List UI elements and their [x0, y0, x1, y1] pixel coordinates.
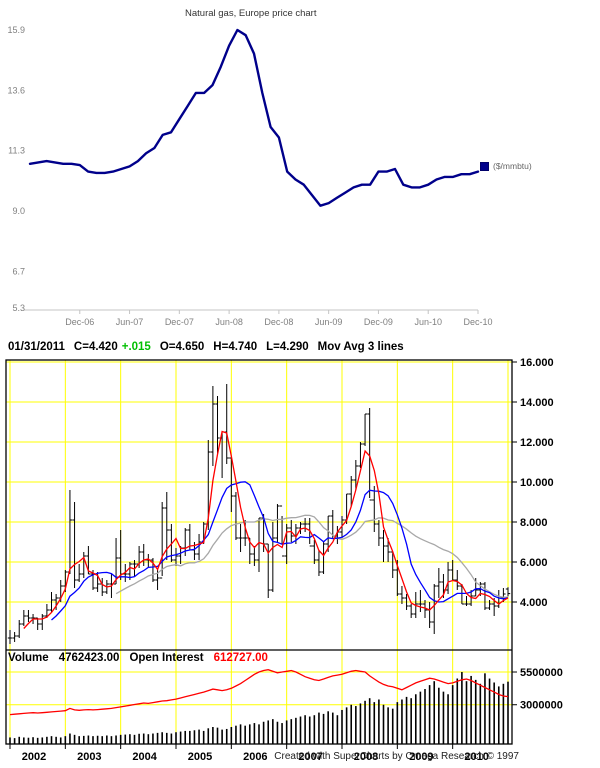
svg-text:Dec-10: Dec-10 [463, 317, 492, 327]
svg-text:Dec-07: Dec-07 [165, 317, 194, 327]
svg-text:6.000: 6.000 [520, 557, 548, 569]
open-interest-label: Open Interest [129, 652, 204, 664]
quote-close: C=4.420 [73, 341, 118, 353]
svg-text:2008: 2008 [354, 751, 378, 763]
svg-text:2007: 2007 [298, 751, 322, 763]
volume-header: Volume 4762423.00 Open Interest 612727.00 [8, 652, 278, 664]
top-chart-title: Natural gas, Europe price chart [185, 8, 317, 19]
quote-high: H=4.740 [213, 341, 258, 353]
svg-text:12.000: 12.000 [520, 437, 554, 449]
svg-text:Dec-06: Dec-06 [65, 317, 94, 327]
quote-open: O=4.650 [159, 341, 205, 353]
svg-text:2003: 2003 [77, 751, 101, 763]
svg-text:9.0: 9.0 [12, 206, 25, 216]
svg-text:13.6: 13.6 [7, 85, 25, 95]
svg-text:2010: 2010 [464, 751, 488, 763]
svg-text:5.3: 5.3 [12, 303, 25, 313]
svg-text:Jun-10: Jun-10 [414, 317, 442, 327]
svg-text:16.000: 16.000 [520, 357, 554, 369]
futures-ohlc-plot: 16.000 14.000 12.000 10.000 8.000 6.000 4.000 5… [5, 357, 563, 763]
volume-label: Volume [8, 652, 49, 664]
footer-credit: Created with SuperCharts by Omega Resear… [274, 751, 519, 762]
svg-text:2006: 2006 [243, 751, 267, 763]
svg-text:Jun-08: Jun-08 [215, 317, 243, 327]
svg-text:4.000: 4.000 [520, 597, 548, 609]
svg-text:2004: 2004 [132, 751, 157, 763]
svg-text:Jun-07: Jun-07 [116, 317, 144, 327]
volume-value: 4762423.00 [58, 652, 120, 664]
open-interest-value: 612727.00 [213, 652, 268, 664]
svg-text:2009: 2009 [409, 751, 433, 763]
study-label: Mov Avg 3 lines [317, 341, 404, 353]
svg-text:5500000: 5500000 [520, 667, 563, 679]
svg-text:Jun-09: Jun-09 [315, 317, 343, 327]
europe-gas-line-plot: 15.9 13.6 11.3 9.0 6.7 5.3 Dec-06 Jun-07 Dec-07 J… [7, 25, 492, 327]
svg-text:11.3: 11.3 [8, 146, 25, 156]
top-chart-legend: ($/mmbtu) [480, 161, 532, 171]
svg-text:8.000: 8.000 [520, 517, 548, 529]
quote-low: L=4.290 [266, 341, 309, 353]
svg-text:10.000: 10.000 [520, 477, 554, 489]
quote-header: 01/31/2011 C=4.420 +.015 O=4.650 H=4.740 L=4.… [8, 341, 413, 353]
svg-text:15.9: 15.9 [7, 25, 25, 35]
legend-swatch-icon [480, 161, 489, 171]
svg-text:2005: 2005 [188, 751, 212, 763]
svg-text:6.7: 6.7 [12, 266, 25, 276]
quote-change: +.015 [121, 341, 151, 353]
svg-text:Dec-09: Dec-09 [364, 317, 393, 327]
svg-text:Dec-08: Dec-08 [264, 317, 293, 327]
legend-label: ($/mmbtu) [493, 161, 532, 171]
svg-text:3000000: 3000000 [520, 700, 563, 712]
svg-text:2002: 2002 [22, 751, 46, 763]
quote-date: 01/31/2011 [8, 341, 65, 353]
svg-text:14.000: 14.000 [520, 397, 554, 409]
